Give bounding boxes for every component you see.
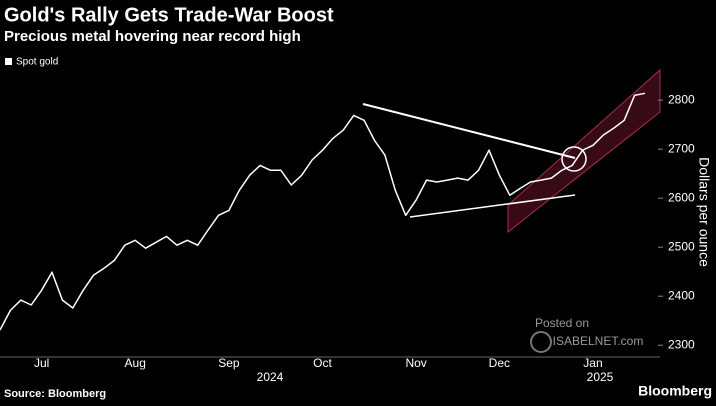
year-label: 2025 xyxy=(587,370,614,384)
chart-title: Gold's Rally Gets Trade-War Boost xyxy=(4,4,334,26)
brand: Bloomberg xyxy=(638,383,712,399)
y-tick-label: 2400 xyxy=(668,288,695,302)
x-tick-label: Jan xyxy=(583,356,602,370)
legend-label: Spot gold xyxy=(16,57,58,68)
trend-channel xyxy=(507,68,661,234)
y-tick-label: 2800 xyxy=(668,92,695,106)
x-tick-label: Oct xyxy=(313,356,332,370)
highlight-circle xyxy=(561,146,587,172)
watermark: ISABELNET.com xyxy=(553,334,644,348)
legend-swatch xyxy=(5,58,12,65)
x-tick-label: Jul xyxy=(34,356,49,370)
watermark-logo xyxy=(530,331,552,353)
source: Source: Bloomberg xyxy=(4,388,106,400)
line-series xyxy=(0,92,646,331)
x-tick-label: Sep xyxy=(218,356,240,370)
year-label: 2024 xyxy=(257,370,284,384)
x-tick-label: Dec xyxy=(489,356,510,370)
y-tick-label: 2300 xyxy=(668,337,695,351)
y-tick-label: 2700 xyxy=(668,141,695,155)
y-tick-label: 2500 xyxy=(668,239,695,253)
x-tick-label: Nov xyxy=(405,356,426,370)
y-tick-label: 2600 xyxy=(668,190,695,204)
trend-line xyxy=(362,103,576,159)
chart-subtitle: Precious metal hovering near record high xyxy=(4,28,301,45)
trend-line xyxy=(409,194,576,218)
x-tick-label: Aug xyxy=(125,356,146,370)
watermark: Posted on xyxy=(535,316,589,330)
y-axis-label: Dollars per ounce xyxy=(696,157,712,267)
